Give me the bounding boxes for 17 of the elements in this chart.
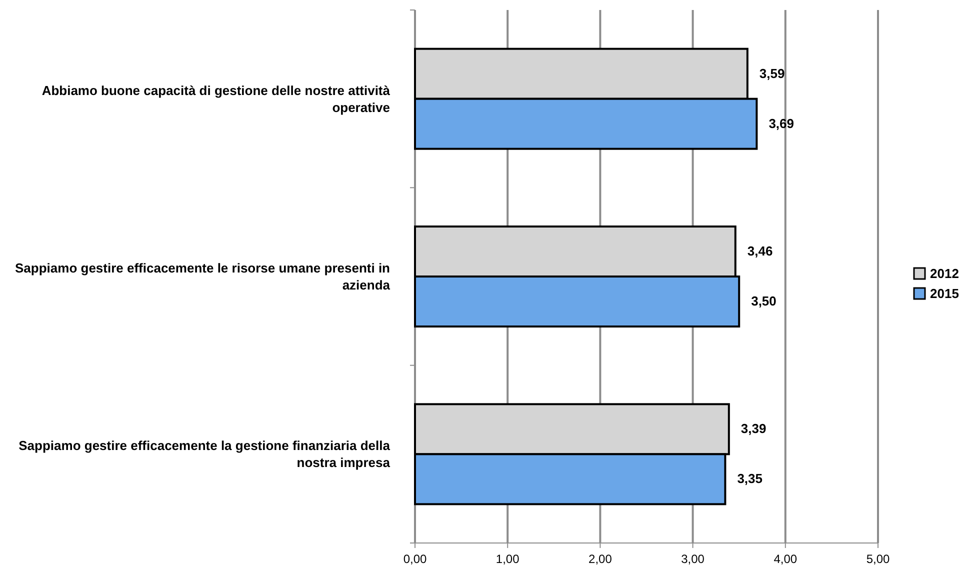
data-label: 3,50 [751, 294, 776, 308]
x-tick-label: 2,00 [588, 552, 612, 566]
x-tick-label: 5,00 [866, 552, 890, 566]
legend-label: 2015 [930, 286, 959, 301]
x-tick-label: 3,00 [681, 552, 705, 566]
y-tick-label: Sappiamo gestire efficacemente la gestione finanziaria della nostra impresa [18, 438, 391, 470]
data-label: 3,46 [747, 244, 773, 258]
x-tick-label: 4,00 [774, 552, 798, 566]
legend-label: 2012 [930, 266, 959, 281]
y-tick-label: Sappiamo gestire efficacemente le risorse umane presenti in azienda [15, 260, 391, 292]
y-tick-label: Abbiamo buone capacità di gestione delle nostre attività operative [42, 82, 391, 115]
data-label: 3,59 [759, 66, 785, 81]
x-tick-label: 1,00 [496, 552, 520, 566]
data-label: 3,35 [737, 471, 763, 486]
data-label: 3,69 [768, 116, 794, 131]
x-tick-label: 0,00 [403, 552, 427, 566]
data-label: 3,39 [740, 421, 766, 436]
